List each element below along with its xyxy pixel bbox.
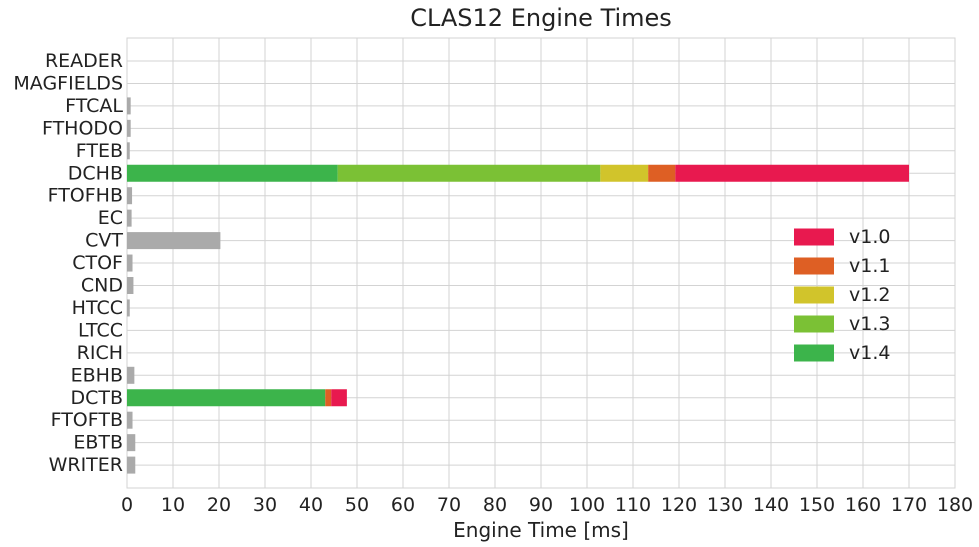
y-tick-label: RICH [77,342,123,364]
bar-segment [127,164,338,182]
y-tick-label: HTCC [72,297,123,319]
y-tick-label: MAGFIELDS [13,72,123,94]
bar-segment [127,254,133,272]
bar-segment [127,389,326,407]
x-tick-label: 20 [207,494,231,516]
bar-segment [127,277,134,294]
legend-swatch [794,228,834,246]
bar-segment [337,164,601,182]
legend-swatch [794,315,834,333]
x-tick-label: 180 [937,494,973,516]
y-tick-label: CND [81,275,123,297]
x-tick-label: 100 [569,494,605,516]
y-tick-label: FTOFHB [48,185,123,207]
legend-swatch [794,286,834,304]
x-tick-label: 160 [845,494,881,516]
bar-segment [600,164,649,182]
y-tick-label: EBTB [73,432,123,454]
bar-segment [127,209,132,227]
x-tick-label: 10 [161,494,185,516]
y-tick-label: CVT [85,230,123,252]
x-tick-label: 0 [121,494,133,516]
x-tick-label: 140 [753,494,789,516]
y-tick-label: EC [98,207,123,229]
bar-segment [675,164,909,182]
bar-segment [127,97,131,115]
y-tick-label: DCTB [70,387,123,409]
y-tick-label: EBHB [71,364,123,386]
x-tick-label: 170 [891,494,927,516]
bar-segment [325,389,332,407]
x-tick-label: 50 [345,494,369,516]
x-axis-labels: 0 10 20 30 40 50 60 70 80 90 100 110 120 130 140 150 160… [121,494,973,516]
legend-swatch [794,344,834,362]
y-tick-label: WRITER [49,454,123,476]
bar-segment [127,434,136,452]
y-tick-label: FTHODO [42,117,123,139]
y-tick-label: DCHB [68,162,123,184]
bar-segment [331,389,347,407]
legend-label: v1.4 [849,342,890,364]
x-tick-label: 90 [529,494,553,516]
x-tick-label: 150 [799,494,835,516]
x-tick-label: 130 [707,494,743,516]
y-axis-labels: READERMAGFIELDSFTCALFTHODOFTEBDCHBFTOFHB… [13,50,123,476]
x-tick-label: 40 [299,494,323,516]
y-tick-label: FTCAL [65,95,123,117]
bar-segment [648,164,676,182]
bar-segment [127,232,221,250]
legend-label: v1.3 [849,313,890,335]
bar-segment [127,142,130,160]
x-tick-label: 70 [437,494,461,516]
x-axis-title: Engine Time [ms] [453,518,629,542]
bar-segment [127,187,133,205]
x-tick-label: 30 [253,494,277,516]
bar-segment [127,299,130,317]
legend-label: v1.2 [849,284,890,306]
legend-swatch [794,257,834,275]
y-tick-label: FTOFTB [51,409,123,431]
bar-segment [127,411,133,429]
x-tick-label: 80 [483,494,507,516]
bar-segment [127,119,131,137]
bars-layer [127,97,909,474]
bar-segment [127,456,136,474]
y-tick-label: LTCC [78,319,123,341]
legend-label: v1.0 [849,226,890,248]
y-tick-label: CTOF [72,252,123,274]
legend-label: v1.1 [849,255,890,277]
x-tick-label: 60 [391,494,415,516]
x-tick-label: 110 [615,494,651,516]
bar-segment [127,366,135,384]
chart-title: CLAS12 Engine Times [410,4,672,32]
y-tick-label: FTEB [76,140,123,162]
x-tick-label: 120 [661,494,697,516]
y-tick-label: READER [45,50,123,72]
legend: v1.0 v1.1 v1.2 v1.3 v1.4 [794,226,890,364]
